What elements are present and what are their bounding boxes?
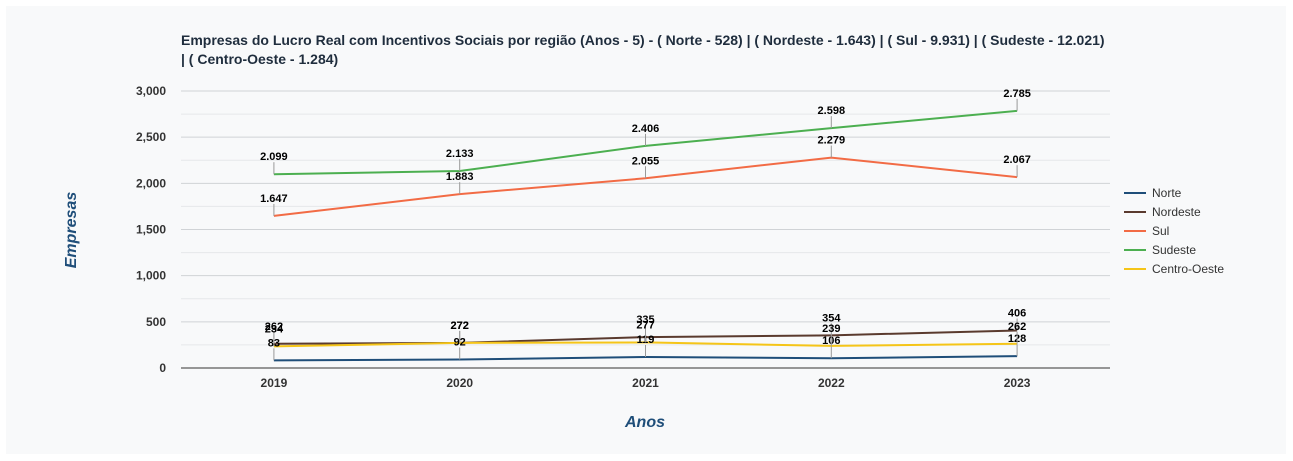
data-label: 262 (265, 321, 283, 333)
legend: Norte Nordeste Sul Sudeste Centro-Oeste (1124, 183, 1224, 278)
legend-label: Sul (1152, 223, 1170, 238)
legend-item[interactable]: Norte (1124, 183, 1224, 202)
legend-item[interactable]: Sul (1124, 221, 1224, 240)
data-label: 2.785 (1003, 88, 1031, 100)
data-label: 272 (451, 320, 469, 332)
y-tick-label: 2,500 (136, 130, 166, 144)
y-tick-label: 2,000 (136, 176, 166, 190)
y-tick-label: 500 (146, 315, 166, 329)
legend-item[interactable]: Centro-Oeste (1124, 259, 1224, 278)
data-label: 335 (636, 314, 654, 326)
x-axis-label: Anos (624, 414, 665, 431)
data-label: 239 (822, 323, 840, 335)
data-label: 2.406 (632, 123, 660, 135)
data-label: 2.055 (632, 155, 660, 167)
data-label: 272 (451, 320, 469, 332)
legend-label: Centro-Oeste (1152, 261, 1225, 276)
grid-lines (181, 90, 1110, 369)
data-label: 2.067 (1003, 154, 1031, 166)
legend-swatch (1124, 210, 1146, 213)
y-tick-label: 1,500 (136, 223, 166, 237)
legend-swatch (1124, 248, 1146, 251)
data-label: 277 (636, 319, 654, 331)
x-tick-label: 2023 (1004, 376, 1031, 390)
data-label: 406 (1008, 308, 1026, 320)
y-tick-label: 0 (159, 361, 166, 375)
legend-item[interactable]: Sudeste (1124, 240, 1224, 259)
x-tick-label: 2022 (818, 376, 845, 390)
y-tick-label: 1,000 (136, 269, 166, 283)
data-label: 1.647 (260, 193, 288, 205)
legend-label: Nordeste (1152, 204, 1201, 219)
x-axis-ticks: 2019 2020 2021 2022 2023 (261, 376, 1031, 390)
legend-swatch (1124, 191, 1146, 194)
legend-label: Norte (1152, 185, 1182, 200)
legend-swatch (1124, 229, 1146, 232)
x-tick-label: 2020 (446, 376, 473, 390)
data-label: 2.598 (818, 105, 846, 117)
data-label: 1.883 (446, 171, 474, 183)
data-label: 2.099 (260, 151, 288, 163)
y-axis-label: Empresas (63, 192, 80, 269)
chart-title: Empresas do Lucro Real com Incentivos So… (181, 32, 1105, 67)
data-label: 234 (265, 323, 284, 335)
legend-item[interactable]: Nordeste (1124, 202, 1224, 221)
x-tick-label: 2021 (632, 376, 659, 390)
legend-label: Sudeste (1152, 242, 1197, 257)
data-label: 2.279 (818, 135, 846, 147)
legend-swatch (1124, 267, 1146, 270)
data-label: 2.133 (446, 148, 474, 160)
y-tick-label: 3,000 (136, 84, 166, 98)
y-axis-ticks: 0 500 1,000 1,500 2,000 2,500 3,000 (136, 84, 166, 375)
data-label: 262 (1008, 321, 1026, 333)
data-label: 354 (822, 312, 841, 324)
x-tick-label: 2019 (261, 376, 288, 390)
